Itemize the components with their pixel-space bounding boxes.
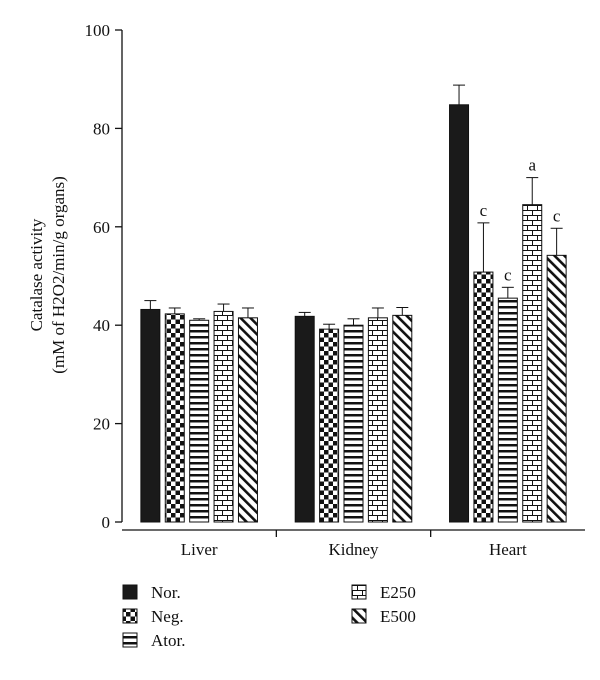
- bar: [449, 104, 470, 523]
- y-tick-label: 40: [93, 316, 110, 335]
- bar: [189, 319, 210, 523]
- significance-label: c: [553, 206, 561, 225]
- bar: [392, 314, 413, 523]
- x-tick-label: Heart: [489, 540, 527, 559]
- x-tick-label: Liver: [181, 540, 218, 559]
- y-tick-label: 20: [93, 415, 110, 434]
- plot-area: 0 20 40 60 80 100 Liver Kidney Heart c c a c: [85, 21, 585, 559]
- bar: [237, 317, 258, 523]
- y-tick-label: 0: [102, 513, 111, 532]
- bar: [522, 204, 543, 523]
- bar: [294, 315, 315, 523]
- legend-swatch: [122, 632, 138, 648]
- significance-label: a: [528, 156, 536, 175]
- bar: [140, 308, 161, 523]
- y-axis-label-line1: Catalase activity: [27, 218, 46, 331]
- bar: [164, 313, 185, 523]
- legend-label: Nor.: [151, 583, 181, 602]
- x-tick-label: Kidney: [328, 540, 379, 559]
- bar: [473, 271, 494, 523]
- y-axis-label-line2: (mM of H2O2/min/g organs): [49, 176, 68, 374]
- legend-label: E250: [380, 583, 416, 602]
- y-tick-label: 100: [85, 21, 111, 40]
- legend-swatch: [351, 608, 367, 624]
- bar: [546, 254, 567, 523]
- bar: [343, 324, 364, 523]
- bar: [497, 297, 518, 523]
- bar: [319, 328, 340, 523]
- significance-label: c: [504, 265, 512, 284]
- significance-label: c: [480, 201, 488, 220]
- legend-swatch: [122, 584, 138, 600]
- bar: [213, 310, 234, 523]
- y-tick-label: 80: [93, 119, 110, 138]
- bar: [367, 317, 388, 523]
- legend-label: Neg.: [151, 607, 184, 626]
- y-tick-label: 60: [93, 218, 110, 237]
- legend: Nor. Neg. Ator. E250 E500: [122, 583, 416, 650]
- legend-swatch: [351, 584, 367, 600]
- legend-label: E500: [380, 607, 416, 626]
- legend-swatch: [122, 608, 138, 624]
- legend-label: Ator.: [151, 631, 185, 650]
